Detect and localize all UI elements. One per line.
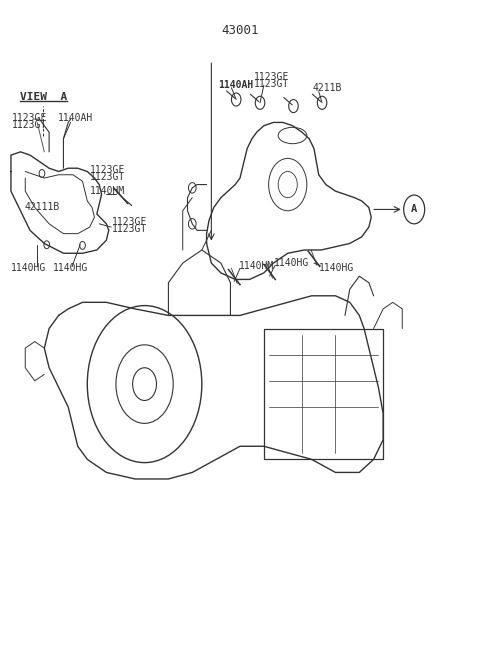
Text: 1123GF: 1123GF [254,72,289,81]
Text: 1140HG: 1140HG [11,263,46,273]
Text: 1140HM: 1140HM [90,186,125,196]
Text: 4211B: 4211B [312,83,342,93]
Text: 42111B: 42111B [24,202,60,212]
Text: 1123GF: 1123GF [12,113,47,123]
Text: 1140AH: 1140AH [58,113,93,123]
Text: 1123GT: 1123GT [90,172,125,183]
Text: 1123GT: 1123GT [112,224,147,234]
Text: 1140HG: 1140HG [274,258,309,268]
Text: 1140HM: 1140HM [239,261,274,271]
Text: 1140HG: 1140HG [319,263,354,273]
Text: A: A [411,204,417,214]
Text: 1123GT: 1123GT [254,79,289,89]
Text: 1123GF: 1123GF [112,217,147,227]
Text: 1140AH: 1140AH [218,80,254,90]
Text: 43001: 43001 [221,24,259,37]
Text: VIEW  A: VIEW A [20,92,67,102]
Text: 1140HG: 1140HG [53,263,88,273]
Text: 1123GF: 1123GF [90,165,125,175]
Text: 1123GT: 1123GT [12,120,47,130]
